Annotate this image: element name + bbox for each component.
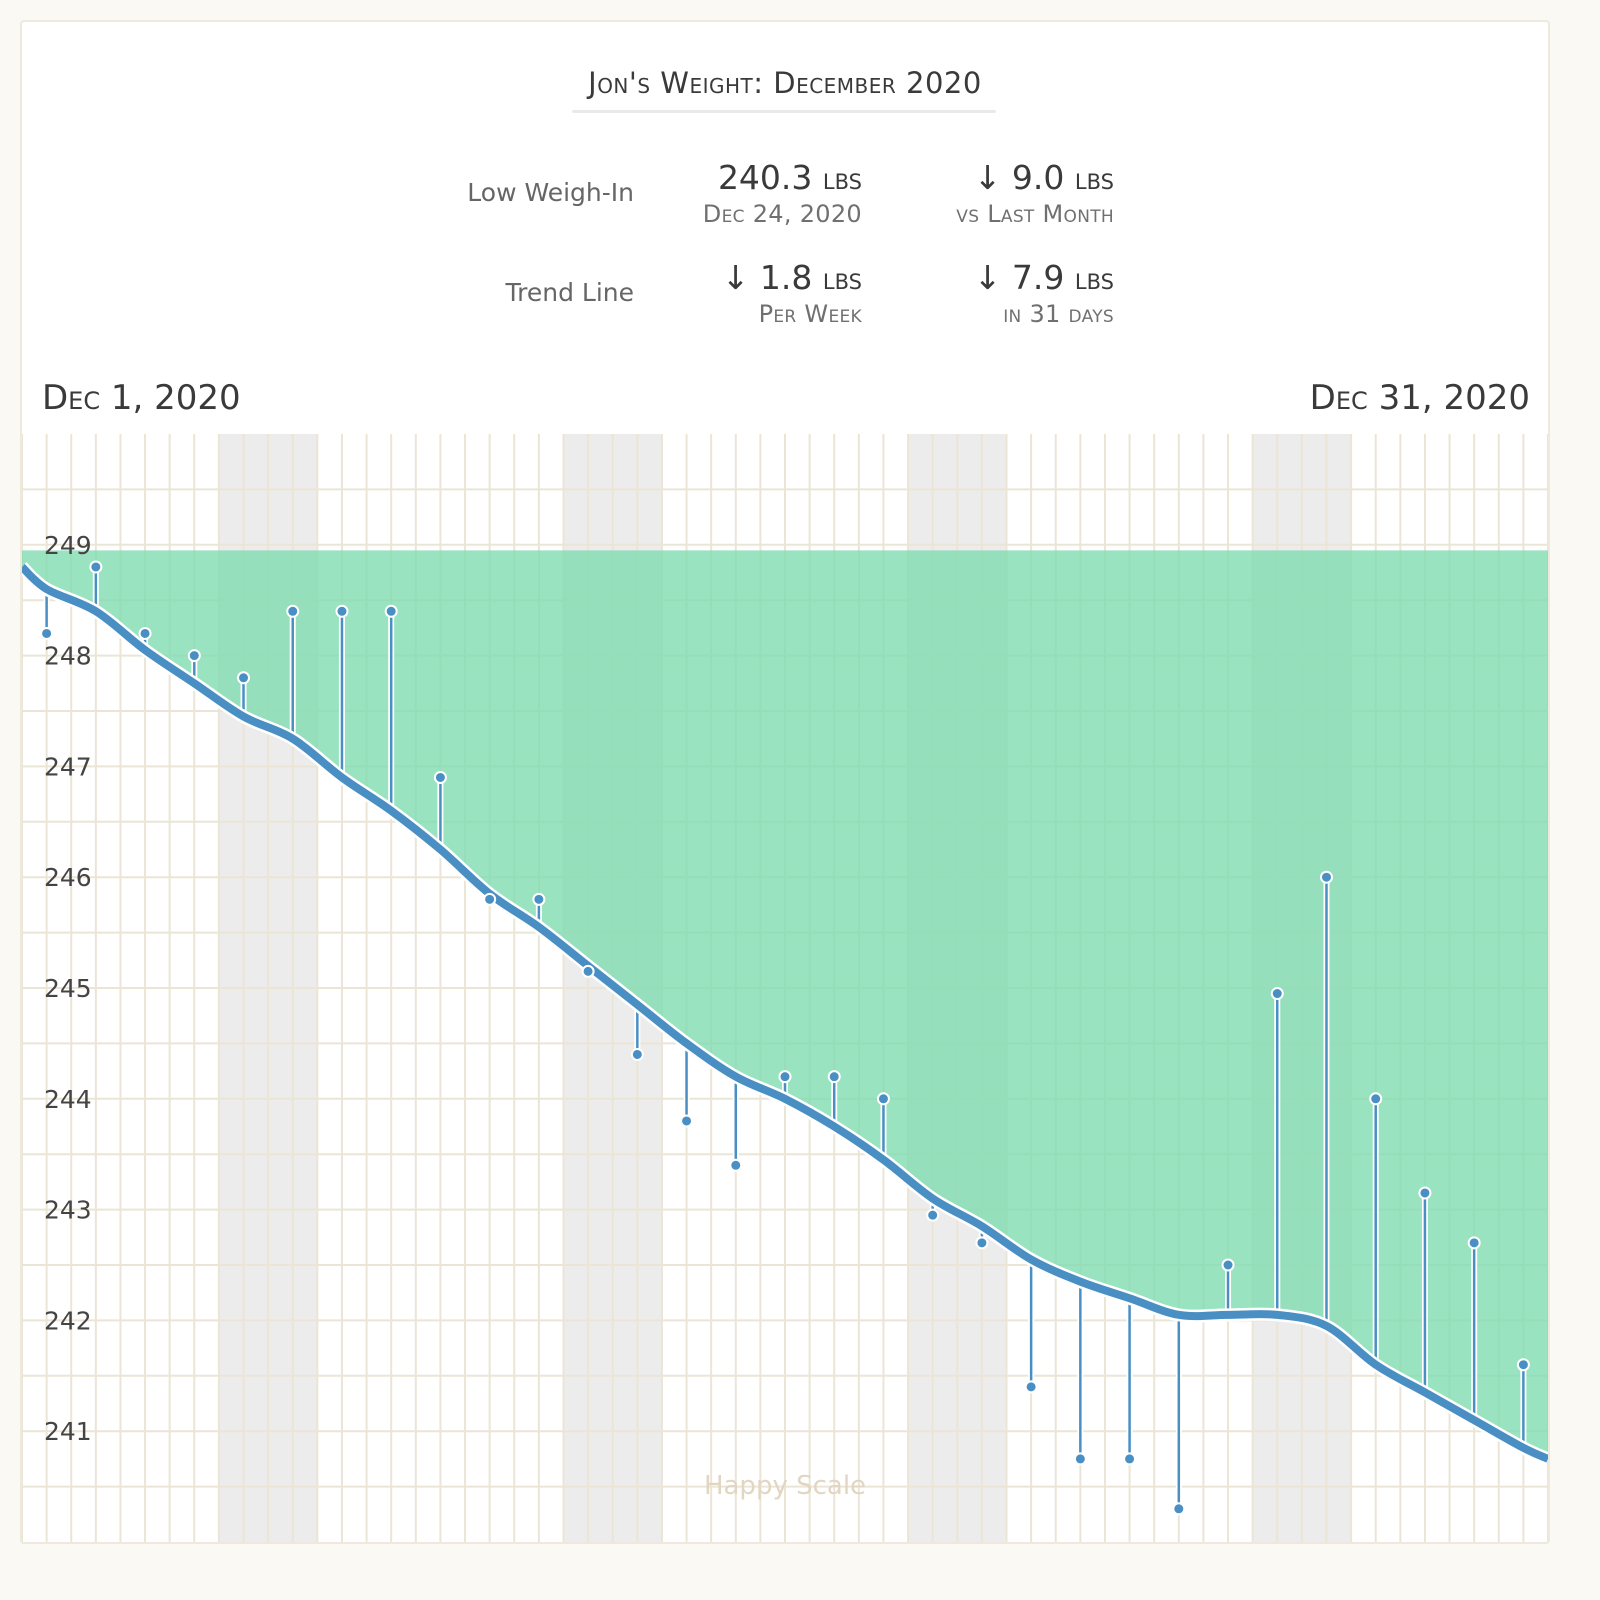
y-tick-label: 243 xyxy=(44,1196,92,1225)
weigh-in-point xyxy=(286,604,300,618)
y-tick-label: 245 xyxy=(44,974,92,1003)
monthly-change-sub: vs Last Month xyxy=(956,200,1114,228)
y-tick-label: 244 xyxy=(44,1085,92,1114)
low-weigh-in-label: Low Weigh-In xyxy=(467,178,634,207)
weigh-in-point xyxy=(384,604,398,618)
weigh-in-point xyxy=(680,1114,694,1128)
weigh-in-point xyxy=(187,649,201,663)
weigh-in-point xyxy=(1221,1258,1235,1272)
weight-chart: 241 242 243 244 245 246 247 248 249 Happy Scale xyxy=(22,434,1548,1542)
weekly-rate-unit: lbs xyxy=(822,262,862,297)
weigh-in-point xyxy=(1073,1452,1087,1466)
total-change-number: ↓ 7.9 xyxy=(973,258,1065,297)
y-tick-label: 248 xyxy=(44,642,92,671)
weigh-in-point xyxy=(1172,1502,1186,1516)
weigh-in-point xyxy=(89,560,103,574)
weigh-in-point xyxy=(237,671,251,685)
total-change-unit: lbs xyxy=(1074,262,1114,297)
goal-band-area xyxy=(22,550,1548,1459)
trend-line xyxy=(22,563,1548,1463)
y-tick-label: 242 xyxy=(44,1306,92,1335)
weigh-in-point xyxy=(532,892,546,906)
low-weigh-in-value: 240.3 lbs xyxy=(542,158,862,197)
weigh-in-point xyxy=(926,1208,940,1222)
weigh-in-point xyxy=(975,1236,989,1250)
weigh-in-point xyxy=(483,892,497,906)
weigh-in-point xyxy=(729,1158,743,1172)
low-weigh-in-number: 240.3 xyxy=(717,158,813,197)
y-tick-label: 241 xyxy=(44,1417,92,1446)
low-weigh-in-unit: lbs xyxy=(822,162,862,197)
weekly-rate-sub: Per Week xyxy=(758,300,862,328)
weigh-in-point xyxy=(138,626,152,640)
weigh-in-point xyxy=(1467,1236,1481,1250)
chart-card: 241 242 243 244 245 246 247 248 249 Happy Scale J… xyxy=(20,20,1550,1544)
weigh-in-point xyxy=(335,604,349,618)
total-change-sub: in 31 days xyxy=(1003,300,1114,328)
weekly-rate-number: ↓ 1.8 xyxy=(721,258,813,297)
weekly-rate-value: ↓ 1.8 lbs xyxy=(542,258,862,297)
weigh-in-point xyxy=(1516,1358,1530,1372)
weigh-in-point xyxy=(40,626,54,640)
low-weigh-in-date: Dec 24, 2020 xyxy=(702,200,862,228)
weigh-in-point xyxy=(1319,870,1333,884)
watermark-text: Happy Scale xyxy=(704,1471,866,1501)
weigh-in-point xyxy=(1270,987,1284,1001)
end-date-rest: 31, 2020 xyxy=(1367,378,1530,418)
weigh-in-point xyxy=(433,770,447,784)
y-tick-label: 249 xyxy=(44,531,92,560)
weigh-in-point xyxy=(778,1070,792,1084)
weigh-in-point xyxy=(1024,1380,1038,1394)
start-date-month: Dec xyxy=(42,378,101,418)
chart-title: Jon's Weight: December 2020 xyxy=(588,66,982,100)
trend-line-label: Trend Line xyxy=(505,278,634,307)
start-date-label: Dec 1, 2020 xyxy=(42,378,241,418)
monthly-change-number: ↓ 9.0 xyxy=(973,158,1065,197)
end-date-month: Dec xyxy=(1309,378,1368,418)
weigh-in-point xyxy=(1418,1186,1432,1200)
y-tick-label: 247 xyxy=(44,752,92,781)
y-tick-label: 246 xyxy=(44,863,92,892)
start-date-rest: 1, 2020 xyxy=(100,378,241,418)
weigh-in-point xyxy=(630,1047,644,1061)
weigh-in-point xyxy=(876,1092,890,1106)
title-underline xyxy=(572,110,996,113)
weigh-in-point xyxy=(581,964,595,978)
weigh-in-point xyxy=(1369,1092,1383,1106)
monthly-change-value: ↓ 9.0 lbs xyxy=(794,158,1114,197)
monthly-change-unit: lbs xyxy=(1074,162,1114,197)
weigh-in-point xyxy=(827,1070,841,1084)
total-change-value: ↓ 7.9 lbs xyxy=(794,258,1114,297)
end-date-label: Dec 31, 2020 xyxy=(1310,378,1530,418)
weigh-in-point xyxy=(1123,1452,1137,1466)
